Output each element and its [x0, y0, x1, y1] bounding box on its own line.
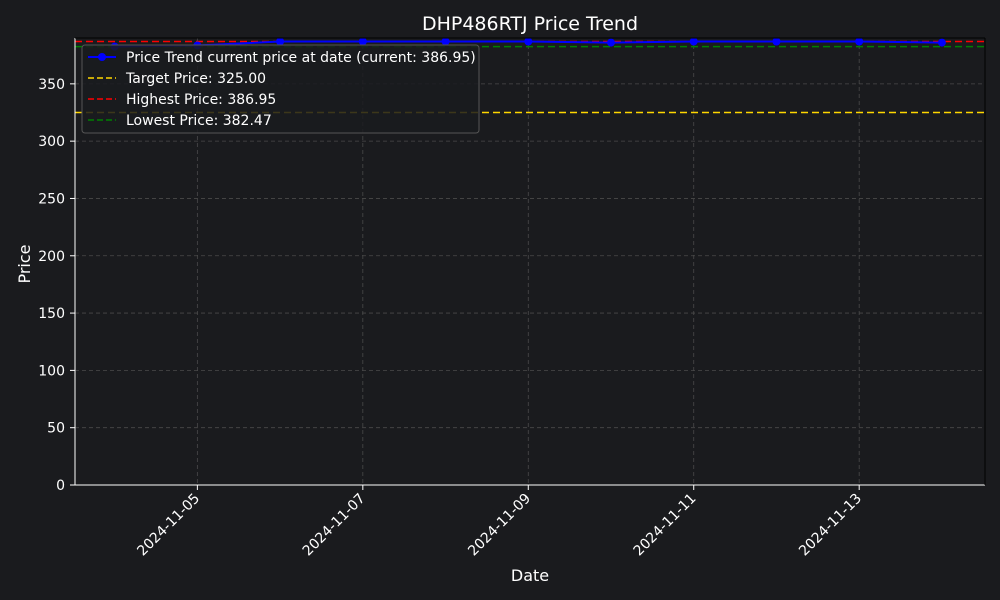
- data-point: [524, 37, 533, 46]
- data-point: [937, 38, 946, 47]
- legend-entry-label: Price Trend current price at date (curre…: [126, 50, 476, 66]
- x-axis-label: Date: [511, 566, 549, 585]
- y-tick-label: 250: [38, 191, 65, 207]
- x-tick-label: 2024-11-11: [631, 491, 700, 560]
- y-tick-label: 0: [56, 478, 65, 494]
- data-point: [689, 37, 698, 46]
- legend-marker: [98, 53, 106, 61]
- data-point: [772, 37, 781, 46]
- legend: Price Trend current price at date (curre…: [81, 44, 480, 134]
- x-tick-label: 2024-11-07: [300, 491, 369, 560]
- data-point: [358, 37, 367, 46]
- legend-entry-label: Highest Price: 386.95: [126, 92, 276, 108]
- y-tick-label: 200: [38, 249, 65, 265]
- x-tick-label: 2024-11-09: [465, 491, 534, 560]
- data-point: [607, 38, 616, 47]
- y-tick-label: 150: [38, 306, 65, 322]
- data-point: [276, 37, 285, 46]
- legend-box: [81, 44, 480, 134]
- y-tick-label: 300: [38, 134, 65, 150]
- data-point: [441, 37, 450, 46]
- y-tick-label: 100: [38, 363, 65, 379]
- legend-entry-label: Target Price: 325.00: [125, 71, 266, 87]
- chart-title: DHP486RTJ Price Trend: [422, 13, 638, 35]
- x-tick-label: 2024-11-13: [796, 491, 865, 560]
- y-tick-label: 50: [47, 421, 65, 437]
- y-tick-label: 350: [38, 77, 65, 93]
- legend-entry-label: Lowest Price: 382.47: [126, 113, 272, 129]
- y-axis-label: Price: [15, 244, 34, 283]
- x-tick-label: 2024-11-05: [134, 491, 203, 560]
- data-point: [855, 37, 864, 46]
